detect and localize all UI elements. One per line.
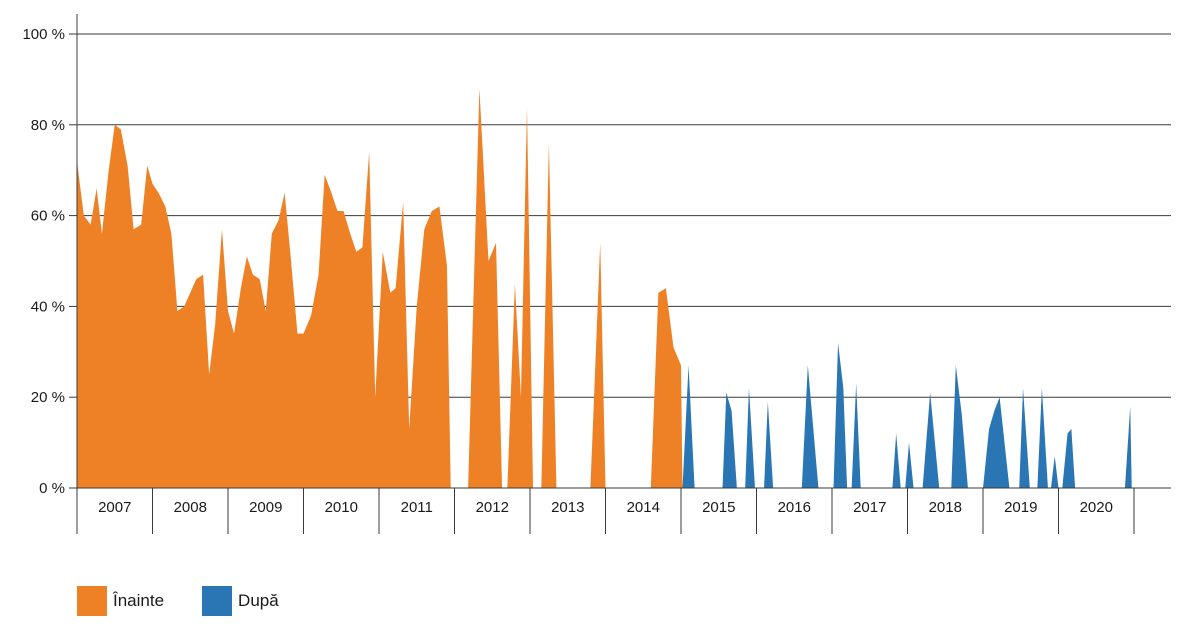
x-tick-label: 2008 xyxy=(174,499,207,516)
x-tick-label: 2013 xyxy=(551,499,584,516)
y-tick-label: 0 % xyxy=(39,480,65,497)
x-axis: 2007 2008 2009 2010 2011 2012 2013 2014 2015 2016… xyxy=(76,14,1171,534)
x-tick-label: 2007 xyxy=(98,499,131,516)
x-tick-label: 2020 xyxy=(1080,499,1113,516)
area-dupa xyxy=(851,383,861,488)
legend: Înainte După xyxy=(77,586,317,616)
y-tick-label: 40 % xyxy=(31,298,65,315)
x-tick-label: 2014 xyxy=(627,499,660,516)
y-tick-label: 20 % xyxy=(31,389,65,406)
x-tick-label: 2009 xyxy=(249,499,282,516)
x-tick-label: 2019 xyxy=(1004,499,1037,516)
area-inainte xyxy=(77,124,451,489)
x-tick-label: 2011 xyxy=(401,499,433,516)
area-dupa xyxy=(983,397,1010,488)
area-dupa xyxy=(682,365,695,488)
area-dupa xyxy=(745,388,755,488)
area-inainte xyxy=(507,106,534,488)
x-tick-label: 2016 xyxy=(778,499,811,516)
area-dupa xyxy=(1019,388,1030,488)
legend-label-inainte: Înainte xyxy=(113,591,165,610)
y-tick-label: 100 % xyxy=(22,26,65,43)
area-dupa xyxy=(801,365,819,488)
y-tick-label: 80 % xyxy=(31,117,65,134)
area-dupa xyxy=(922,392,940,488)
x-tick-label: 2018 xyxy=(929,499,962,516)
area-dupa xyxy=(905,442,914,488)
area-dupa xyxy=(1124,406,1132,488)
x-tick-label: 2017 xyxy=(853,499,886,516)
area-inainte xyxy=(650,288,683,488)
y-axis-ticks: 0 % 20 % 40 % 60 % 80 % 100 % xyxy=(22,26,77,497)
legend-swatch-dupa xyxy=(202,586,233,616)
x-tick-label: 2015 xyxy=(702,499,735,516)
x-tick-label: 2010 xyxy=(325,499,358,516)
legend-swatch-inainte xyxy=(77,586,107,616)
area-dupa xyxy=(722,392,737,488)
area-dupa xyxy=(1037,388,1048,488)
area-dupa xyxy=(764,401,774,488)
area-dupa xyxy=(951,365,968,488)
y-tick-label: 60 % xyxy=(31,208,65,225)
area-inainte xyxy=(468,88,503,488)
area-dupa xyxy=(833,342,848,488)
area-dupa xyxy=(1062,428,1076,488)
area-inainte xyxy=(590,242,606,488)
area-dupa xyxy=(892,433,901,488)
area-dupa xyxy=(1050,456,1059,488)
x-tick-label: 2012 xyxy=(476,499,509,516)
area-inainte xyxy=(541,142,557,488)
legend-label-dupa: După xyxy=(238,591,279,610)
data-areas xyxy=(77,88,1132,489)
